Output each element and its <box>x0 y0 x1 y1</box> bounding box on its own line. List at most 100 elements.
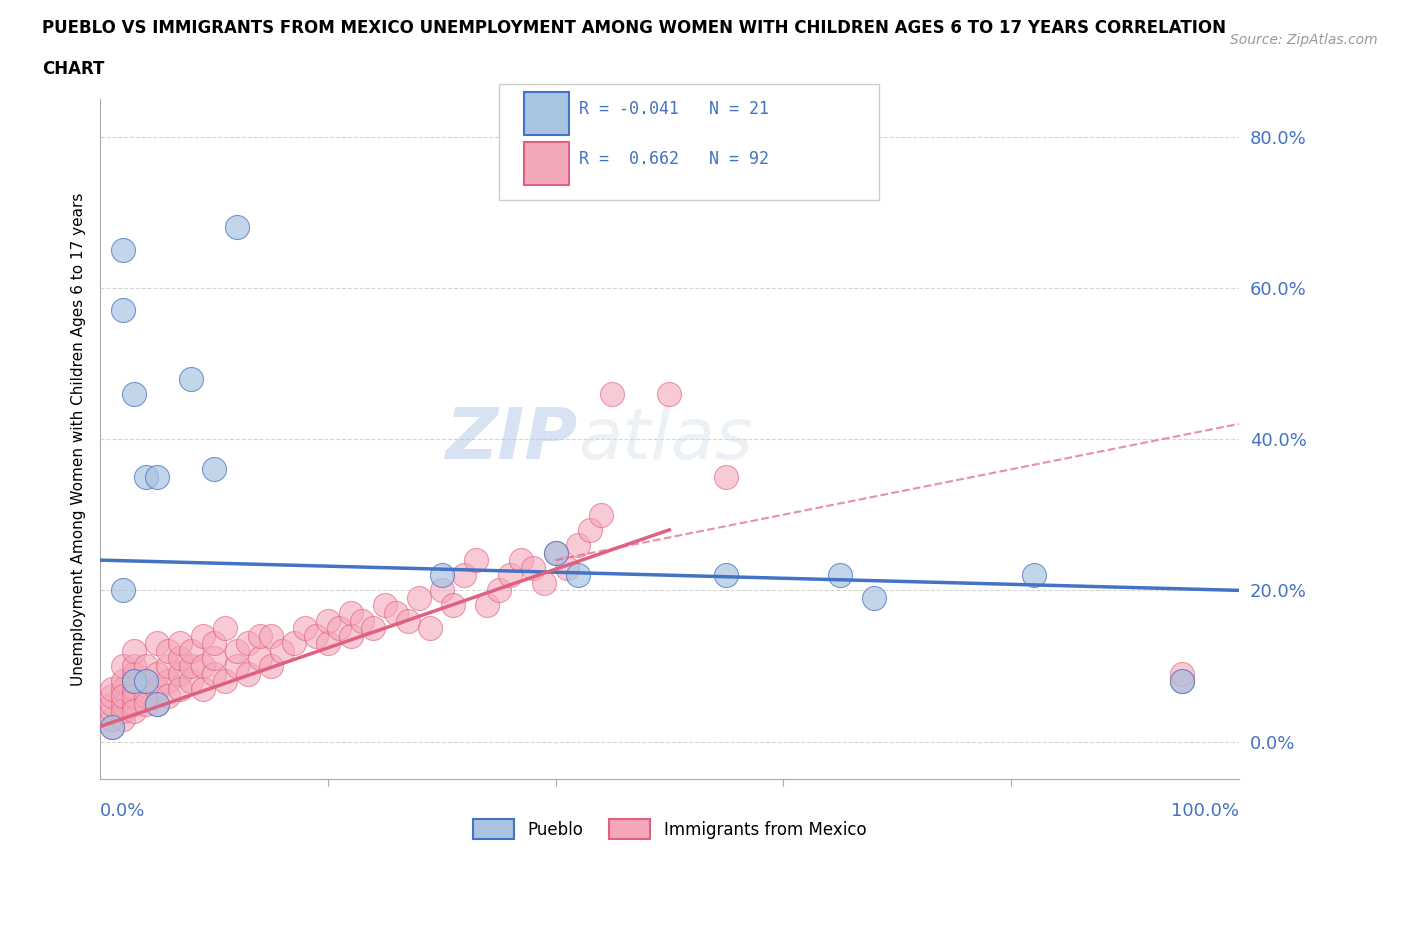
Point <box>146 636 169 651</box>
Point <box>124 658 146 673</box>
Point <box>830 568 852 583</box>
Point <box>510 552 533 567</box>
Point <box>260 629 283 644</box>
Point <box>464 552 486 567</box>
Point <box>202 666 225 681</box>
Point <box>111 658 134 673</box>
Point <box>544 545 567 560</box>
Point <box>1022 568 1045 583</box>
Point <box>202 636 225 651</box>
Point <box>135 697 157 711</box>
Point <box>135 658 157 673</box>
Point <box>408 591 430 605</box>
Point <box>578 523 600 538</box>
Point <box>100 689 122 704</box>
Point <box>236 636 259 651</box>
Text: 0.0%: 0.0% <box>100 803 145 820</box>
Point <box>305 629 328 644</box>
Point <box>111 711 134 726</box>
Point <box>191 658 214 673</box>
Point <box>430 583 453 598</box>
Point <box>169 682 191 697</box>
Point <box>567 568 589 583</box>
Point <box>544 545 567 560</box>
Point <box>124 682 146 697</box>
Point <box>157 673 180 688</box>
Point <box>124 386 146 401</box>
Text: ZIP: ZIP <box>446 405 578 473</box>
Point <box>202 651 225 666</box>
Point <box>260 658 283 673</box>
Point <box>100 711 122 726</box>
Point <box>124 644 146 658</box>
Point <box>124 673 146 688</box>
Point <box>157 658 180 673</box>
Point <box>236 666 259 681</box>
Point <box>225 219 247 234</box>
Point <box>111 682 134 697</box>
Point <box>191 629 214 644</box>
Point <box>111 704 134 719</box>
Point <box>180 673 202 688</box>
Point <box>555 560 578 575</box>
Point <box>1170 673 1192 688</box>
Point <box>146 697 169 711</box>
Point <box>111 303 134 318</box>
Point <box>124 704 146 719</box>
Text: R = -0.041   N = 21: R = -0.041 N = 21 <box>579 100 769 118</box>
Text: atlas: atlas <box>578 405 754 473</box>
Point <box>271 644 294 658</box>
Point <box>430 568 453 583</box>
Point <box>135 673 157 688</box>
Point <box>100 719 122 734</box>
Text: 100.0%: 100.0% <box>1171 803 1239 820</box>
Point <box>328 620 350 635</box>
Point <box>100 697 122 711</box>
Point <box>191 682 214 697</box>
Point <box>169 666 191 681</box>
Point <box>602 386 624 401</box>
Point <box>363 620 385 635</box>
Point <box>100 704 122 719</box>
Point <box>716 470 738 485</box>
Point <box>146 666 169 681</box>
Point <box>658 386 681 401</box>
Point <box>124 697 146 711</box>
Point <box>716 568 738 583</box>
Point <box>591 507 613 522</box>
Point <box>111 697 134 711</box>
Point <box>396 613 419 628</box>
Point <box>111 689 134 704</box>
Point <box>339 629 361 644</box>
Point <box>135 689 157 704</box>
Text: R =  0.662   N = 92: R = 0.662 N = 92 <box>579 150 769 168</box>
Point <box>225 658 247 673</box>
Text: PUEBLO VS IMMIGRANTS FROM MEXICO UNEMPLOYMENT AMONG WOMEN WITH CHILDREN AGES 6 T: PUEBLO VS IMMIGRANTS FROM MEXICO UNEMPLO… <box>42 19 1226 36</box>
Point <box>339 605 361 620</box>
Point <box>1170 666 1192 681</box>
Point <box>488 583 510 598</box>
Point <box>111 583 134 598</box>
Point <box>169 651 191 666</box>
Point <box>522 560 544 575</box>
Point <box>214 673 236 688</box>
Point <box>100 682 122 697</box>
Point <box>863 591 886 605</box>
Point <box>146 697 169 711</box>
Point <box>225 644 247 658</box>
Point <box>1170 673 1192 688</box>
Text: Source: ZipAtlas.com: Source: ZipAtlas.com <box>1230 33 1378 46</box>
Point <box>124 673 146 688</box>
Point <box>180 658 202 673</box>
Point <box>477 598 499 613</box>
Point <box>214 620 236 635</box>
Point <box>202 462 225 477</box>
Point <box>374 598 396 613</box>
Point <box>419 620 441 635</box>
Point <box>169 636 191 651</box>
Point <box>249 629 271 644</box>
Point <box>111 243 134 258</box>
Point <box>111 673 134 688</box>
Point <box>283 636 305 651</box>
Point <box>350 613 373 628</box>
